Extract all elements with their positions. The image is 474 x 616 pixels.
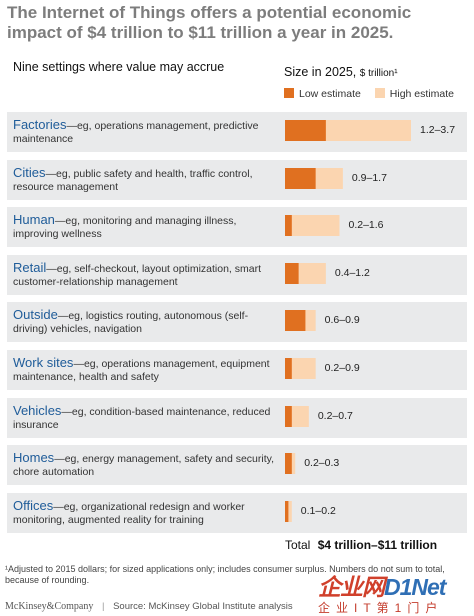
bar-high-estimate [285,358,316,379]
bar-low-estimate [285,262,299,284]
total-value: $4 trillion–$11 trillion [317,538,438,552]
bar-low-estimate [285,453,292,475]
setting-description: Outside—eg, logistics routing, autonomou… [13,308,278,336]
bar-high-estimate [285,215,340,237]
setting-examples: —eg, monitoring and managing illness, im… [13,215,237,241]
bar-low-estimate [285,215,292,237]
setting-examples: —eg, public safety and health, traffic c… [13,167,253,193]
range-label: 0.2–0.3 [304,457,340,470]
setting-name: Homes [13,450,55,466]
chart-row: Human—eg, monitoring and managing illnes… [7,207,467,248]
watermark-logo: 企业网D1Net 企业IT第1门户 [318,568,474,616]
range-label: 1.2–3.7 [420,124,456,136]
setting-name: Offices [13,497,54,513]
chart-row: Homes—eg, energy management, safety and … [7,445,467,486]
bar-low-estimate [285,167,316,189]
footnote: ¹Adjusted to 2015 dollars; for sized app… [5,564,445,585]
setting-name: Cities [13,164,46,180]
bar-low-estimate [285,405,292,427]
source-separator: | [101,601,105,612]
total-label: Total [285,538,311,552]
setting-examples: —eg, energy management, safety and secur… [13,453,275,479]
setting-description: Offices—eg, organizational redesign and … [13,499,278,527]
watermark-brand-blue: D1Net [384,574,446,600]
legend-item-high: High estimate [374,88,454,100]
range-label: 0.2–1.6 [348,219,384,232]
range-label: 0.4–1.2 [334,266,370,279]
chart-row: Offices—eg, organizational redesign and … [7,492,467,533]
setting-examples: —eg, operations management, equipment ma… [13,358,270,383]
legend-item-low: Low estimate [284,88,361,100]
bar-group [285,453,296,475]
chart-title: The Internet of Things offers a potentia… [7,3,412,42]
range-label: 0.1–0.2 [300,504,336,517]
bar-group [285,262,326,284]
bar-group [285,120,411,141]
setting-examples: —eg, operations management, predictive m… [13,120,259,145]
bar-group [285,405,309,427]
range-label: 0.2–0.7 [317,409,353,422]
chart-row: Retail—eg, self-checkout, layout optimiz… [7,254,467,295]
setting-description: Work sites—eg, operations management, eq… [13,356,278,384]
chart-row: Outside—eg, logistics routing, autonomou… [7,302,467,343]
setting-examples: —eg, self-checkout, layout optimization,… [13,262,262,288]
bar-group [285,310,316,332]
watermark-brand: 企业网D1Net [318,568,446,602]
chart-row: Work sites—eg, operations management, eq… [7,350,467,390]
bar-low-estimate [285,358,292,379]
bar-group [285,167,343,189]
setting-name: Vehicles [13,402,62,418]
setting-examples: —eg, logistics routing, autonomous (self… [13,310,249,336]
setting-description: Factories—eg, operations management, pre… [13,118,278,146]
range-label: 0.2–0.9 [324,362,360,374]
setting-description: Retail—eg, self-checkout, layout optimiz… [13,261,278,289]
watermark-subtitle: 企业IT第1门户 [318,601,444,615]
bar-group [285,500,292,522]
source-line: McKinsey&Company | Source: McKinsey Glob… [5,601,293,612]
source-text: Source: McKinsey Global Institute analys… [113,601,293,612]
bar-low-estimate [285,120,326,141]
setting-description: Homes—eg, energy management, safety and … [13,451,278,479]
setting-description: Vehicles—eg, condition-based maintenance… [13,404,278,432]
setting-name: Work sites [13,355,74,370]
range-label: 0.6–0.9 [324,314,360,327]
mckinsey-logo: McKinsey&Company [5,601,94,612]
setting-description: Cities—eg, public safety and health, tra… [13,166,278,194]
range-label: 0.9–1.7 [351,171,387,184]
watermark-brand-red: 企业网 [318,574,385,600]
setting-name: Factories [13,117,67,132]
size-unit: $ trillion¹ [359,68,398,79]
total: Total $4 trillion–$11 trillion [285,538,437,552]
setting-examples: —eg, organizational redesign and worker … [13,500,245,526]
setting-name: Retail [13,259,47,275]
size-label: Size in 2025, [284,65,357,79]
bar-low-estimate [285,310,306,332]
bar-low-estimate [285,500,289,522]
setting-name: Human [13,212,55,228]
settings-column-header: Nine settings where value may accrue [13,60,225,74]
setting-name: Outside [13,307,58,323]
legend-label-low: Low estimate [299,88,361,100]
setting-description: Human—eg, monitoring and managing illnes… [13,213,278,241]
size-column-header: Size in 2025, $ trillion¹ [284,65,398,79]
legend-swatch-high [374,88,385,98]
bar-group [285,215,340,237]
legend: Low estimate High estimate [284,88,465,100]
chart-row: Factories—eg, operations management, pre… [7,112,467,152]
setting-examples: —eg, condition-based maintenance, reduce… [13,405,271,431]
chart-row: Vehicles—eg, condition-based maintenance… [7,397,467,438]
chart-row: Cities—eg, public safety and health, tra… [7,159,467,200]
legend-label-high: High estimate [389,88,454,100]
legend-swatch-low [284,88,294,98]
bar-group [285,358,316,379]
